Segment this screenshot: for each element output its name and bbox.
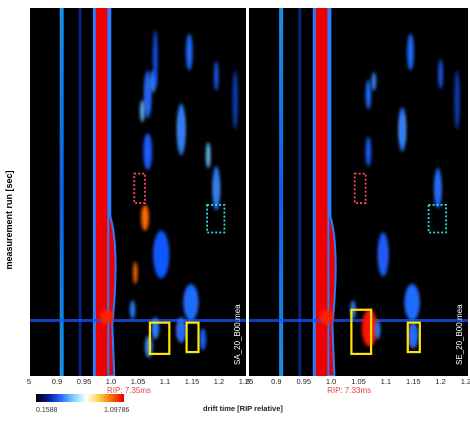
panel-separator <box>246 8 249 376</box>
tick-label: 0.95 <box>77 377 92 386</box>
colorbar-max-label: 1.09786 <box>104 407 129 414</box>
peak-blob <box>176 103 186 156</box>
tick-label: 0.9 <box>52 377 62 386</box>
peak-blob <box>129 300 136 319</box>
rip-band <box>95 8 109 376</box>
peak-blob <box>183 284 199 321</box>
panel-content <box>30 8 246 376</box>
highlight-box-red_dotted <box>353 172 367 204</box>
peak-blob <box>361 309 378 347</box>
horizontal-band <box>30 318 246 322</box>
y-axis-label: measurement run [sec] <box>4 170 14 270</box>
tick-label: 1.2 <box>214 377 224 386</box>
rip-band <box>315 8 329 376</box>
peak-blob <box>100 309 114 325</box>
colorbar-scale <box>36 394 124 402</box>
horizontal-band <box>249 318 468 322</box>
tick-label: 5 <box>246 377 250 386</box>
peak-blob <box>320 309 334 325</box>
peak-blob <box>377 232 389 277</box>
heatmap-panel-1: SA_20_B00.mea 5 0.9 0.95 1.0 1.05 1.1 1.15 1.2 1.… <box>27 8 253 395</box>
tick-label: 1.05 <box>131 377 146 386</box>
peak-blob <box>206 142 211 169</box>
panel-content <box>249 8 468 376</box>
tick-label: 1.0 <box>326 377 336 386</box>
peak-blob <box>176 317 187 343</box>
peak-blob <box>407 33 414 71</box>
highlight-box-solid <box>406 321 421 354</box>
panel-background <box>249 8 468 376</box>
highlight-box-solid <box>185 321 200 354</box>
peak-blob <box>133 261 138 284</box>
peak-blob <box>365 136 372 167</box>
streak-0.91 <box>279 8 284 376</box>
streak-0.94 <box>298 8 302 376</box>
heatmap-panel-2: SE_20_B00.mea 5 0.9 0.95 1.0 1.05 1.1 1.15 1.2 1.… <box>246 8 470 395</box>
peak-blob <box>408 322 419 349</box>
rip-label: RIP: 7.33ms <box>327 386 371 395</box>
colorbar-min-label: 0.1588 <box>36 407 58 414</box>
tick-label: 1.05 <box>351 377 366 386</box>
peak-blob <box>140 100 145 123</box>
peak-blob <box>398 107 407 152</box>
tick-label: 1.1 <box>160 377 170 386</box>
peak-blob <box>143 70 152 119</box>
tick-label: 0.95 <box>296 377 311 386</box>
peak-blob <box>404 284 420 321</box>
peak-blob <box>371 72 377 91</box>
panel-file-label: SE_20_B00.mea <box>455 304 464 365</box>
peak-blob <box>365 79 372 110</box>
peak-blob <box>153 30 158 89</box>
x-axis-label: drift time [RIP relative] <box>203 404 283 413</box>
peak-blob <box>212 166 221 211</box>
peak-blob <box>214 61 219 91</box>
tick-label: 1.25 <box>239 377 254 386</box>
tick-label: 1.0 <box>106 377 116 386</box>
rip-tail <box>107 8 117 376</box>
rip-tail <box>327 8 337 376</box>
tick-label: 1.15 <box>185 377 200 386</box>
rip-label: RIP: 7.35ms <box>107 386 151 395</box>
peak-blob <box>454 70 460 130</box>
peak-blob <box>186 33 193 71</box>
highlight-box-red_dotted <box>133 172 146 204</box>
peak-blob <box>232 70 238 130</box>
peak-blob <box>434 168 442 209</box>
peak-blob <box>143 133 153 170</box>
highlight-box-solid <box>350 308 373 356</box>
peak-blob <box>199 328 207 351</box>
peak-blob <box>438 59 443 89</box>
peak-blob <box>151 317 160 340</box>
tick-label: 1.2 <box>435 377 445 386</box>
highlight-box-cyan_dotted <box>427 203 447 234</box>
peak-blob <box>374 320 381 340</box>
streak-0.91 <box>59 8 64 376</box>
panel-file-label: SA_20_B00.mea <box>233 304 242 365</box>
tick-label: 0.9 <box>271 377 281 386</box>
peak-blob <box>141 204 149 231</box>
streak-0.94 <box>78 8 82 376</box>
peak-blob <box>153 230 170 279</box>
y-axis-label-box: measurement run [sec] <box>2 150 16 290</box>
tick-label: 5 <box>27 377 31 386</box>
highlight-box-solid <box>148 321 171 356</box>
highlight-box-cyan_dotted <box>206 203 226 234</box>
tick-label: 1.25 <box>461 377 470 386</box>
tick-label: 1.15 <box>406 377 421 386</box>
tick-label: 1.1 <box>381 377 391 386</box>
panel-background <box>30 8 246 376</box>
